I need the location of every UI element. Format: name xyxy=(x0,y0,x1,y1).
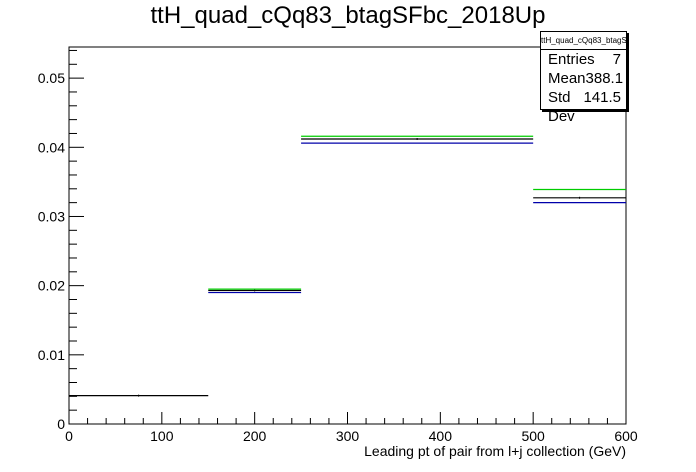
x-tick-label: 100 xyxy=(150,428,174,444)
stats-label: Entries xyxy=(548,51,595,68)
y-tick-label: 0.05 xyxy=(38,70,65,86)
stats-row-stddev: Std Dev 141.5 xyxy=(541,88,626,125)
histogram-bins xyxy=(69,135,626,397)
y-tick-label: 0.04 xyxy=(38,139,65,155)
stats-row-entries: Entries 7 xyxy=(541,50,626,69)
axis-ticks xyxy=(68,49,627,425)
x-tick-label: 0 xyxy=(65,428,73,444)
stats-box-title: ttH_quad_cQq83_btagSFbc_2018Up xyxy=(541,32,626,50)
stats-value: 141.5 xyxy=(583,89,621,106)
x-tick-label: 600 xyxy=(614,428,638,444)
stats-label: Mean xyxy=(548,70,586,87)
x-axis-label: Leading pt of pair from l+j collection (… xyxy=(364,443,626,459)
y-tick-label: 0.02 xyxy=(38,278,65,294)
x-tick-label: 200 xyxy=(243,428,267,444)
stats-label: Std Dev xyxy=(548,89,575,125)
chart-title: ttH_quad_cQq83_btagSFbc_2018Up xyxy=(150,2,546,29)
axis-tick-labels: 0 100 200 300 400 500 600 0 0.01 0.02 0.03 0.04 0.05 xyxy=(38,70,638,444)
stats-box: ttH_quad_cQq83_btagSFbc_2018Up Entries 7… xyxy=(540,31,627,125)
x-tick-label: 300 xyxy=(336,428,360,444)
stats-value: 7 xyxy=(612,51,621,68)
x-tick-label: 500 xyxy=(521,428,545,444)
stats-value: 388.1 xyxy=(585,70,624,87)
y-tick-label: 0 xyxy=(57,416,65,432)
x-tick-label: 400 xyxy=(429,428,453,444)
y-tick-label: 0.01 xyxy=(38,347,65,363)
y-tick-label: 0.03 xyxy=(38,208,65,224)
stats-row-mean: Mean 388.1 xyxy=(541,69,626,88)
